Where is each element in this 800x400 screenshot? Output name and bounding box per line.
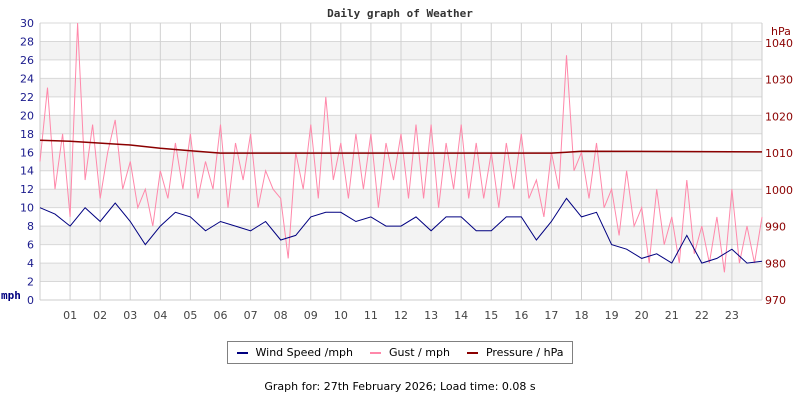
right-tick-label: 1000 <box>765 184 793 197</box>
x-tick-label: 12 <box>394 309 408 322</box>
x-tick-label: 08 <box>274 309 288 322</box>
legend: Wind Speed /mph Gust / mph Pressure / hP… <box>227 341 573 364</box>
x-tick-label: 17 <box>544 309 558 322</box>
left-tick-label: 0 <box>27 294 34 307</box>
legend-item-pressure: Pressure / hPa <box>466 346 564 359</box>
x-tick-label: 02 <box>93 309 107 322</box>
left-tick-label: 16 <box>20 146 34 159</box>
x-tick-label: 10 <box>334 309 348 322</box>
left-axis-unit: mph <box>1 289 21 302</box>
left-tick-label: 4 <box>27 257 34 270</box>
x-tick-label: 23 <box>725 309 739 322</box>
left-tick-label: 26 <box>20 54 34 67</box>
right-tick-label: 990 <box>765 221 786 234</box>
legend-label-pressure: Pressure / hPa <box>485 346 564 359</box>
legend-swatch-wind <box>236 351 248 354</box>
legend-item-gust: Gust / mph <box>370 346 450 359</box>
x-tick-label: 21 <box>665 309 679 322</box>
right-tick-label: 1020 <box>765 110 793 123</box>
x-tick-label: 19 <box>605 309 619 322</box>
x-tick-label: 03 <box>123 309 137 322</box>
left-tick-label: 24 <box>20 72 34 85</box>
x-tick-label: 22 <box>695 309 709 322</box>
left-tick-label: 20 <box>20 109 34 122</box>
left-tick-label: 12 <box>20 183 34 196</box>
series-wind-line <box>39 197 763 264</box>
legend-swatch-pressure <box>466 351 478 354</box>
left-tick-label: 6 <box>27 239 34 252</box>
right-axis-unit: hPa <box>771 25 791 38</box>
series-pressure-line <box>39 139 763 154</box>
left-tick-label: 18 <box>20 128 34 141</box>
x-tick-label: 04 <box>153 309 167 322</box>
left-tick-label: 2 <box>27 276 34 289</box>
right-tick-label: 1010 <box>765 147 793 160</box>
x-tick-label: 09 <box>304 309 318 322</box>
x-tick-label: 16 <box>514 309 528 322</box>
left-tick-label: 8 <box>27 220 34 233</box>
x-tick-label: 01 <box>63 309 77 322</box>
left-tick-label: 14 <box>20 165 34 178</box>
right-tick-label: 980 <box>765 257 786 270</box>
x-tick-label: 14 <box>454 309 468 322</box>
chart-title: Daily graph of Weather <box>327 7 473 20</box>
x-tick-label: 06 <box>214 309 228 322</box>
footer-text: Graph for: 27th February 2026; Load time… <box>264 380 536 393</box>
left-tick-label: 10 <box>20 202 34 215</box>
series-gust-line <box>39 22 763 273</box>
x-tick-label: 18 <box>575 309 589 322</box>
left-tick-label: 28 <box>20 35 34 48</box>
right-tick-label: 970 <box>765 294 786 307</box>
left-tick-label: 22 <box>20 91 34 104</box>
x-tick-label: 13 <box>424 309 438 322</box>
left-tick-label: 30 <box>20 17 34 30</box>
x-tick-label: 15 <box>484 309 498 322</box>
legend-swatch-gust <box>370 351 382 354</box>
x-tick-label: 05 <box>183 309 197 322</box>
legend-item-wind: Wind Speed /mph <box>236 346 354 359</box>
legend-label-gust: Gust / mph <box>389 346 450 359</box>
x-tick-label: 07 <box>244 309 258 322</box>
x-tick-label: 20 <box>635 309 649 322</box>
legend-label-wind: Wind Speed /mph <box>255 346 354 359</box>
x-tick-label: 11 <box>364 309 378 322</box>
right-tick-label: 1030 <box>765 74 793 87</box>
right-tick-label: 1040 <box>765 37 793 50</box>
